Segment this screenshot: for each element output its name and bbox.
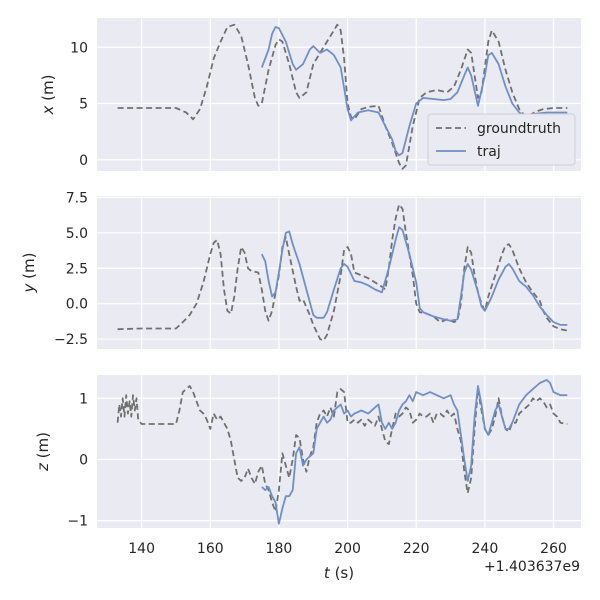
x-axis-label: t (s) (324, 564, 354, 582)
x-tick-label: 240 (472, 541, 499, 557)
panel-y-y-tick-label: 5.0 (66, 226, 88, 242)
panel-y-series (117, 203, 568, 342)
panel-y: −2.5 0.0 2.5 5.0 7.5 y (m) (20, 190, 581, 349)
panel-y-y-tick-label: 7.5 (66, 190, 88, 206)
legend: groundtruth traj (427, 113, 576, 166)
legend-box (427, 113, 576, 166)
panel-x-y-tick-label: 10 (70, 40, 88, 56)
panel-x-grid (97, 18, 581, 171)
panel-x-series (117, 23, 568, 170)
panel-z-y-tick-label: −1 (67, 514, 88, 530)
panel-z-y-tick-label: 0 (79, 452, 88, 468)
panel-z-series (116, 379, 568, 525)
panel-y-y-tick-label: −2.5 (54, 332, 88, 348)
panel-y-y-tick-label: 2.5 (66, 261, 88, 277)
panel-x: 0 5 10 x (m) (39, 18, 581, 171)
panel-x-groundtruth-line (117, 23, 568, 170)
panel-x-traj-line (260, 26, 568, 157)
panel-z-y-ticks: −1 0 1 (67, 391, 88, 529)
panel-x-y-ticks: 0 5 10 (70, 40, 88, 169)
panel-z-grid (97, 375, 581, 528)
x-axis-offset-label: +1.403637e9 (484, 559, 580, 575)
panel-x-y-tick-label: 0 (79, 153, 88, 169)
panel-z-traj-line (261, 379, 568, 525)
legend-traj-label: traj (477, 144, 501, 160)
x-tick-label: 200 (334, 541, 361, 557)
panel-x-y-tick-label: 5 (79, 97, 88, 113)
panel-z-y-tick-label: 1 (79, 391, 88, 407)
panel-z: −1 0 1 z (m) (34, 375, 581, 530)
x-tick-label: 220 (403, 541, 430, 557)
panel-x-y-label: x (m) (39, 75, 57, 116)
legend-groundtruth-label: groundtruth (477, 121, 561, 137)
panel-z-y-label: z (m) (34, 432, 52, 472)
x-tick-labels: 140 160 180 200 220 240 260 (128, 541, 567, 557)
panel-y-groundtruth-line (117, 203, 568, 342)
x-tick-label: 180 (266, 541, 293, 557)
panel-y-traj-line (260, 226, 568, 326)
panel-y-grid (97, 196, 581, 349)
panel-z-background (97, 375, 581, 528)
x-tick-label: 160 (197, 541, 224, 557)
panel-y-y-tick-label: 0.0 (66, 297, 88, 313)
panel-z-groundtruth-line (116, 385, 568, 513)
x-tick-label: 260 (540, 541, 567, 557)
panel-y-y-ticks: −2.5 0.0 2.5 5.0 7.5 (54, 190, 88, 348)
panel-y-y-label: y (m) (20, 253, 38, 294)
x-tick-label: 140 (128, 541, 155, 557)
